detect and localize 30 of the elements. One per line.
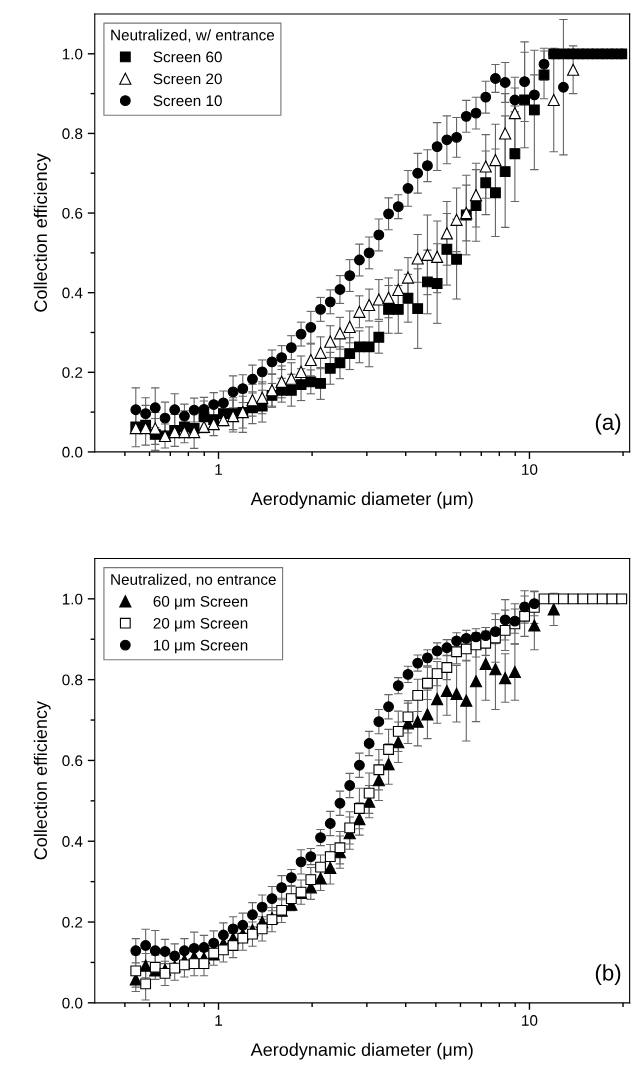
legend-label: 10 μm Screen <box>153 639 248 654</box>
annotation: (b) <box>595 964 621 986</box>
x-tick-label: 10 <box>522 1015 538 1026</box>
legend-title: Neutralized, w/ entrance <box>111 29 275 43</box>
x-tick-label: 10 <box>522 464 538 475</box>
y-tick-label: 0.2 <box>62 367 83 378</box>
legend-title: Neutralized, no entrance <box>111 573 276 587</box>
legend-label: Screen 20 <box>153 73 222 85</box>
legend-label: Screen 60 <box>153 51 222 63</box>
y-tick-label: 0.2 <box>62 916 83 928</box>
y-tick-label: 0.6 <box>62 207 83 219</box>
legend-label: 60 μm Screen <box>153 596 248 610</box>
legend-label: Screen 10 <box>153 95 222 107</box>
y-tick-label: 0.0 <box>62 997 83 1009</box>
x-tick-label: 1 <box>215 464 222 475</box>
y-tick-label: 0.6 <box>62 755 83 767</box>
y-tick-label: 0.0 <box>62 446 83 458</box>
y-tick-label: 1.0 <box>62 48 83 60</box>
x-axis-title: Aerodynamic diameter (μm) <box>250 1042 473 1060</box>
y-tick-label: 0.4 <box>62 287 83 299</box>
y-axis-title: Collection efficiency <box>33 701 51 860</box>
y-tick-label: 0.8 <box>62 674 83 686</box>
annotation: (a) <box>595 413 621 435</box>
x-tick-label: 1 <box>215 1015 222 1026</box>
y-axis-title: Collection efficiency <box>33 153 51 312</box>
y-tick-label: 0.4 <box>62 836 83 847</box>
y-tick-label: 0.8 <box>62 128 83 140</box>
y-tick-label: 1.0 <box>62 593 83 605</box>
legend-label: 20 μm Screen <box>153 617 248 632</box>
x-axis-title: Aerodynamic diameter (μm) <box>250 491 473 509</box>
